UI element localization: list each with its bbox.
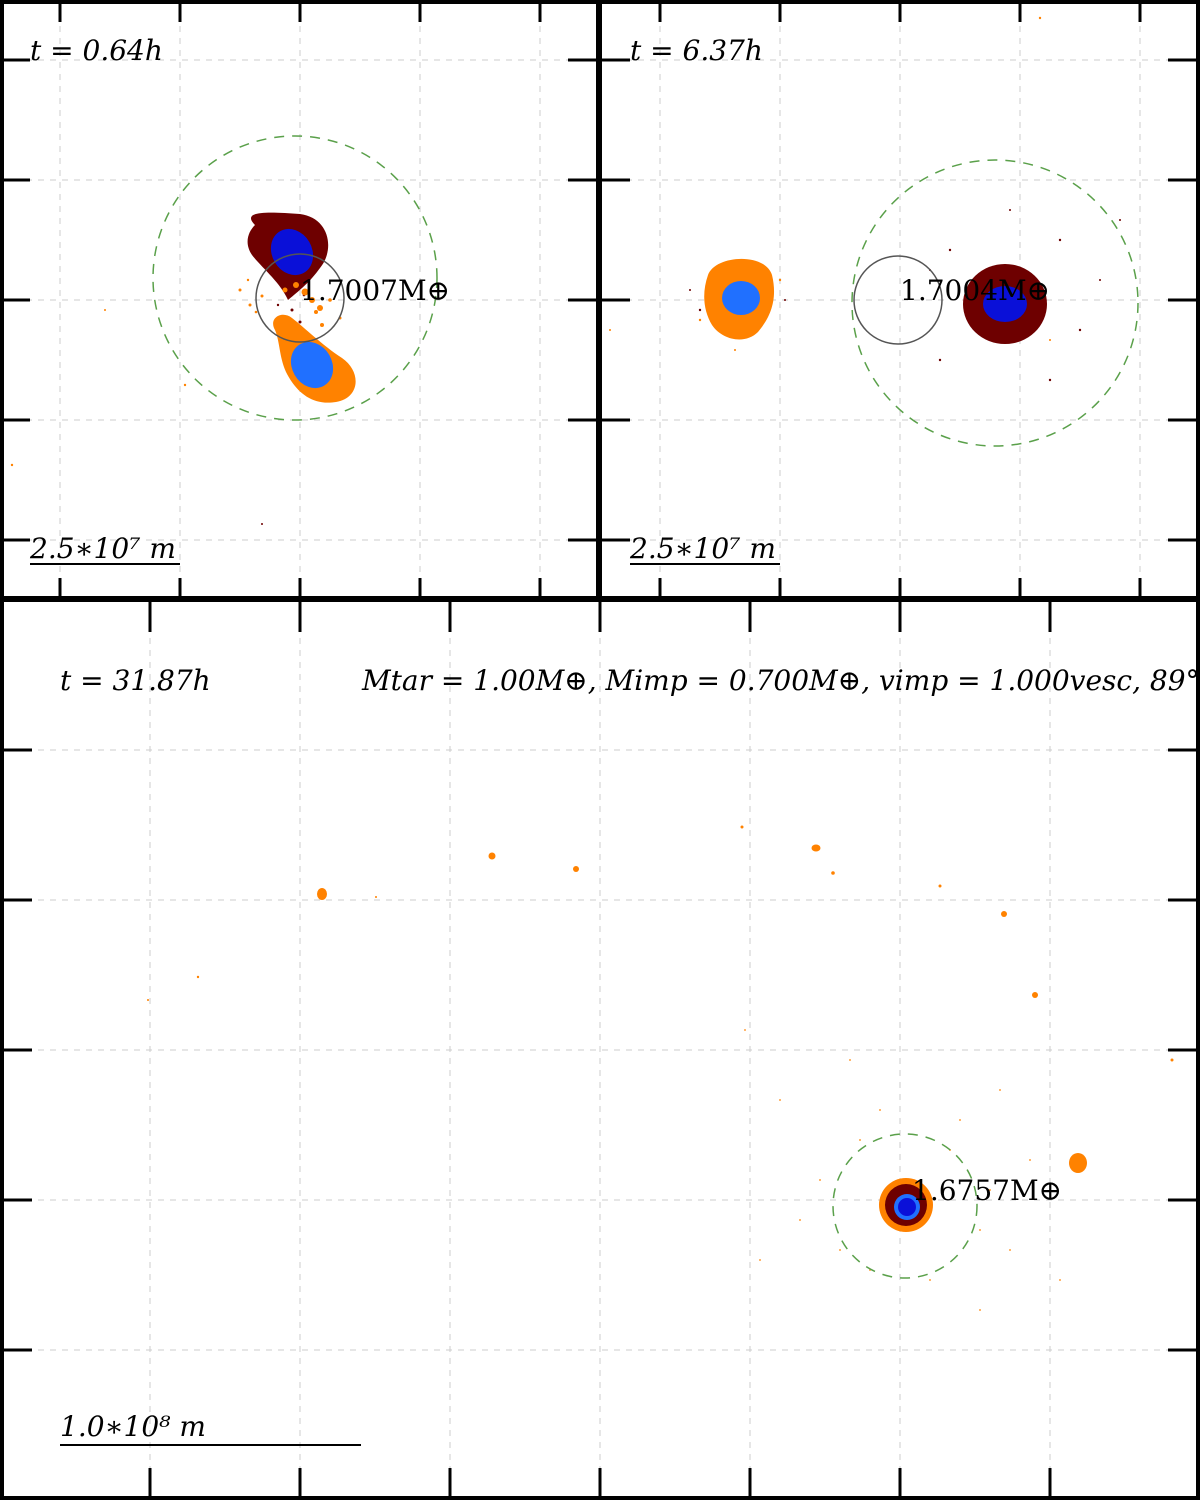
- hill-sphere-circle: [152, 135, 438, 421]
- halo-particles: [744, 1029, 1061, 1311]
- impactor-core: [290, 341, 334, 389]
- target-core: [983, 286, 1027, 322]
- panel-top-left: t = 0.64h 1.7007M⊕ 2.5∗10⁷ m: [0, 0, 600, 600]
- swirl-particles: [282, 282, 323, 311]
- grid: [2, 2, 598, 598]
- debris-clumps: [147, 825, 1174, 1173]
- reference-circle: [255, 253, 345, 343]
- mass-label: 1.7004M⊕: [900, 274, 1050, 307]
- params-label: Mtar = 1.00M⊕, Mimp = 0.700M⊕, vimp = 1.…: [361, 664, 1200, 697]
- impactor-core: [722, 281, 760, 315]
- scale-label: 2.5∗10⁷ m: [629, 532, 776, 565]
- time-label: t = 6.37h: [630, 34, 763, 67]
- ticks: [602, 2, 1198, 598]
- time-label: t = 31.87h: [60, 664, 211, 697]
- mass-label: 1.7007M⊕: [300, 274, 450, 307]
- hill-sphere-circle: [851, 159, 1139, 447]
- panel-top-right: t = 6.37h 1.7004M⊕ 2.5∗10⁷ m: [598, 0, 1200, 600]
- ticks: [2, 602, 1198, 1498]
- grid: [602, 2, 1198, 598]
- target-core: [270, 228, 314, 276]
- scale-label: 2.5∗10⁷ m: [29, 532, 176, 565]
- time-label: t = 0.64h: [30, 34, 163, 67]
- remnant-core: [898, 1198, 916, 1216]
- reference-circle: [853, 255, 943, 345]
- debris-particles: [10, 278, 342, 467]
- debris-particles-orange: [609, 16, 1051, 351]
- ticks: [2, 2, 598, 598]
- panel-bottom: t = 31.87h Mtar = 1.00M⊕, Mimp = 0.700M⊕…: [0, 598, 1200, 1500]
- scale-label: 1.0∗10⁸ m: [60, 1410, 206, 1443]
- grid: [2, 602, 1198, 1498]
- mass-label: 1.6757M⊕: [912, 1174, 1062, 1207]
- hill-sphere-circle: [832, 1133, 978, 1279]
- panel-frame: [0, 598, 1200, 1500]
